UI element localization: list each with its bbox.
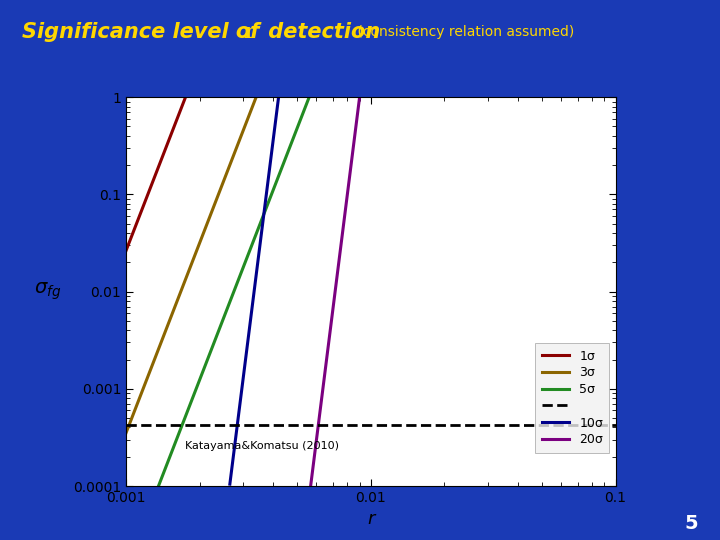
X-axis label: r: r: [367, 510, 374, 529]
Text: detection: detection: [261, 22, 381, 43]
Y-axis label: $\sigma_{fg}$: $\sigma_{fg}$: [35, 281, 61, 302]
Text: 5: 5: [685, 514, 698, 534]
Text: (consistency relation assumed): (consistency relation assumed): [353, 25, 574, 39]
Legend: 1σ, 3σ, 5σ, , 10σ, 20σ: 1σ, 3σ, 5σ, , 10σ, 20σ: [536, 343, 609, 453]
Text: Katayama&Komatsu (2010): Katayama&Komatsu (2010): [186, 441, 340, 450]
Text: Significance level of: Significance level of: [22, 22, 266, 43]
Text: r: r: [243, 22, 254, 43]
